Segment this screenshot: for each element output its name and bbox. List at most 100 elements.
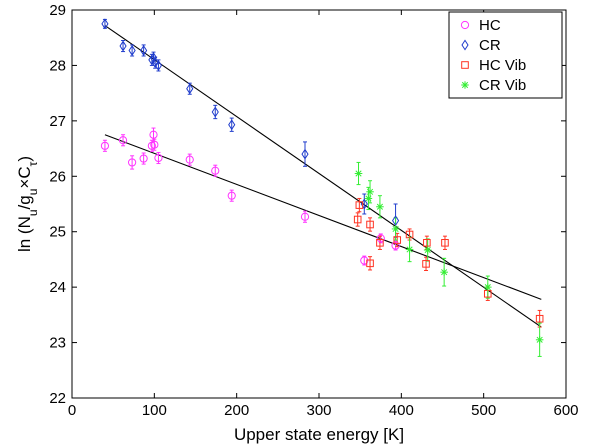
legend-marker-hc <box>460 20 470 30</box>
cr-vib-point <box>535 336 544 344</box>
y-axis-title-sub2: u <box>26 189 40 196</box>
hc-point <box>211 166 220 175</box>
legend-marker-cr-vib <box>461 81 469 89</box>
hc-point <box>391 241 400 250</box>
x-tick-label: 300 <box>306 402 331 419</box>
legend-label-cr: CR <box>479 37 501 54</box>
hc-vib-point <box>441 239 449 247</box>
cr-point <box>186 83 194 95</box>
hc-point <box>139 154 148 163</box>
y-axis-title-suffix: ) <box>15 156 34 162</box>
hc-point <box>185 155 194 164</box>
y-tick-label: 26 <box>49 168 66 185</box>
hc-vib-point <box>422 260 430 268</box>
data-markers <box>100 18 544 344</box>
cr-vib-point <box>391 225 400 233</box>
y-axis-title-mid1: /g <box>15 195 34 209</box>
cr-vib-point <box>366 188 374 196</box>
hc-vib-point <box>405 230 414 239</box>
cr-point <box>119 40 127 52</box>
cr-error-bar <box>362 193 367 215</box>
legend-item-cr-vib: CR Vib <box>461 77 526 94</box>
hc-vib-point <box>376 239 384 247</box>
hc-vib-error-bar <box>357 197 362 213</box>
x-tick-label: 0 <box>68 402 76 419</box>
y-axis-title-mid2: ×C <box>15 166 34 188</box>
hc-error-bar <box>362 255 367 266</box>
y-tick-label: 24 <box>49 279 66 296</box>
cr-vib-point <box>423 246 432 254</box>
cr-point <box>301 148 309 160</box>
legend-item-hc: HC <box>460 17 501 34</box>
hc-point <box>300 212 310 221</box>
legend-item-hc-vib: HC Vib <box>461 57 526 74</box>
cr-point <box>149 52 158 64</box>
tick-labels: 0 100 200 300 400 500 600 22 23 24 25 26 27 28 29 <box>49 2 578 419</box>
legend-marker-cr <box>461 39 469 51</box>
hc-vib-point <box>535 314 544 323</box>
hc-vib-point <box>355 201 364 209</box>
y-tick-label: 28 <box>49 57 66 74</box>
hc-vib-point <box>366 259 374 268</box>
hc-vib-error-bar <box>442 235 447 250</box>
legend-label-hc: HC <box>479 17 501 34</box>
y-axis-title-sub1: u <box>26 209 40 216</box>
y-tick-label: 25 <box>49 224 66 241</box>
hc-point <box>100 141 110 150</box>
cr-point <box>211 106 219 118</box>
hc-point <box>376 234 385 243</box>
y-axis-title-sub3: τ <box>26 161 40 166</box>
y-axis-title: ln (Nu/gu×Cτ) <box>15 156 40 252</box>
hc-vib-error-bar <box>368 217 373 232</box>
cr-vib-point <box>405 245 414 254</box>
x-tick-label: 200 <box>224 402 249 419</box>
cr-point <box>228 119 236 131</box>
hc-vib-error-bar <box>368 256 373 271</box>
x-axis-title: Upper state energy [K] <box>234 425 404 444</box>
cr-vib-point <box>440 268 448 276</box>
hc-vib-point <box>366 220 374 229</box>
hc-vib-error-bar <box>377 235 382 250</box>
hc-point <box>149 130 158 139</box>
hc-point <box>150 140 159 149</box>
cr-point <box>154 59 163 71</box>
hc-point <box>154 153 163 163</box>
y-tick-label: 27 <box>49 113 66 130</box>
hc-point <box>227 191 236 200</box>
y-tick-label: 22 <box>49 390 66 407</box>
legend-marker-hc-vib <box>461 61 469 69</box>
cr-error-bar <box>303 141 308 167</box>
cr-vib-point <box>483 283 492 291</box>
x-tick-label: 100 <box>142 402 167 419</box>
legend-box <box>448 11 563 99</box>
fit-line <box>104 25 542 328</box>
y-axis-title-prefix: ln (N <box>15 216 34 252</box>
hc-error-bar <box>378 233 383 244</box>
cr-vib-point <box>364 194 373 203</box>
cr-vib-point <box>376 202 384 211</box>
hc-vib-point <box>353 215 362 224</box>
fit-lines <box>104 25 542 328</box>
hc-point <box>118 136 128 145</box>
hc-vib-point <box>393 236 402 244</box>
x-tick-label: 500 <box>471 402 496 419</box>
axis-ticks <box>71 9 567 399</box>
cr-point <box>128 44 136 56</box>
cr-point <box>148 54 156 66</box>
fit-line <box>104 134 542 300</box>
hc-vib-point <box>423 239 431 247</box>
cr-point <box>151 57 159 69</box>
hc-vib-error-bar <box>355 212 360 227</box>
hc-point <box>128 158 137 167</box>
legend: HC CR HC Vib CR Vib <box>448 11 563 99</box>
y-tick-label: 29 <box>49 2 66 19</box>
legend-item-cr: CR <box>461 37 501 54</box>
cr-point <box>101 18 109 30</box>
hc-point <box>360 256 369 265</box>
legend-label-cr-vib: CR Vib <box>479 77 526 94</box>
cr-vib-point <box>354 169 363 178</box>
x-tick-label: 600 <box>553 402 578 419</box>
hc-error-bar <box>130 155 135 170</box>
y-tick-label: 23 <box>49 335 66 352</box>
